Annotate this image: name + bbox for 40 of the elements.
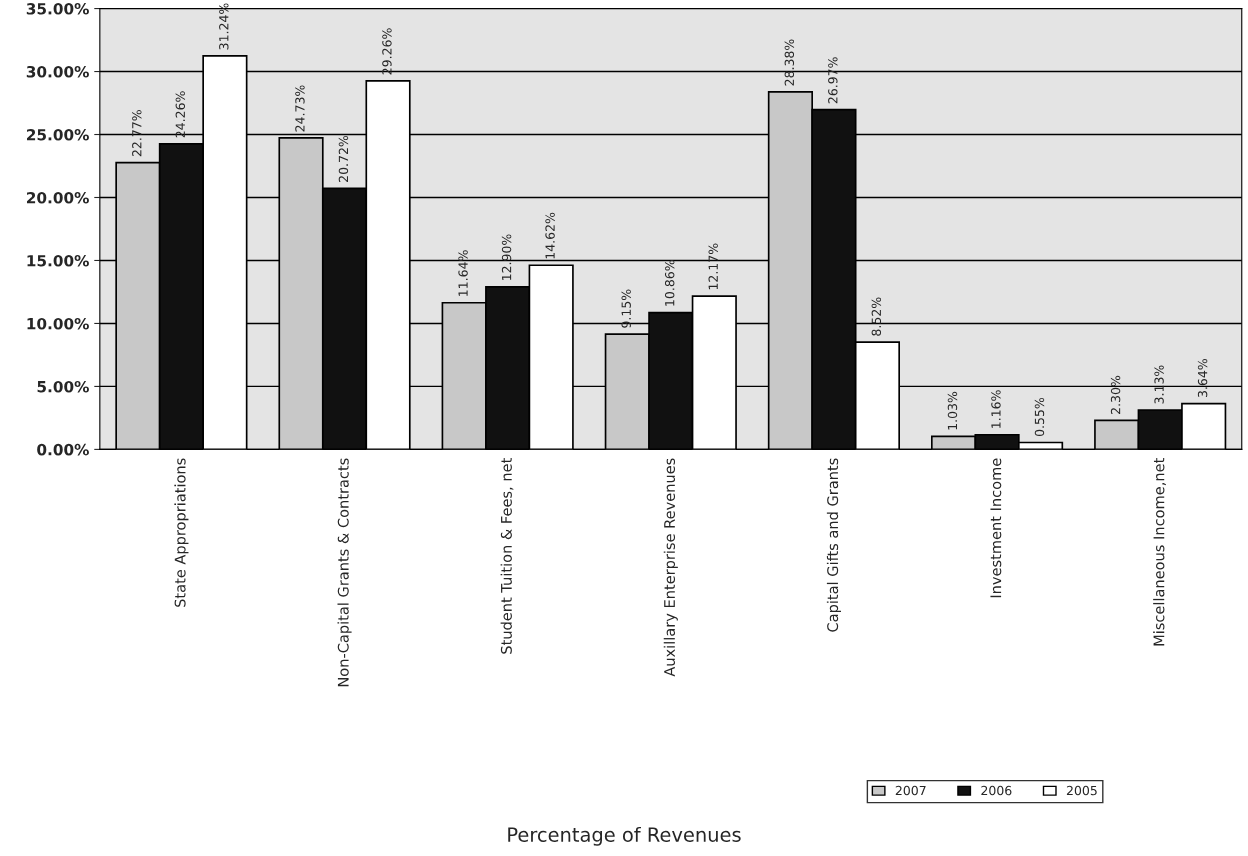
- y-tick-label: 15.00%: [27, 254, 89, 267]
- data-label: 22.77%: [132, 110, 142, 157]
- x-tick-label: Miscellaneous Income,net: [1153, 458, 1166, 646]
- x-tick-label: Investment Income: [990, 458, 1002, 598]
- data-label: 26.97%: [828, 57, 838, 104]
- data-label: 12.90%: [501, 234, 512, 280]
- data-label: 3.64%: [1197, 358, 1208, 398]
- data-label: 12.17%: [708, 243, 718, 290]
- text: Percentage of Revenues: [508, 826, 741, 846]
- y-tick-label: 30.00%: [26, 66, 89, 78]
- data-label: 1.03%: [947, 391, 958, 430]
- data-label: 14.62%: [545, 212, 555, 259]
- data-label: 20.72%: [338, 135, 349, 182]
- data-label: 8.52%: [871, 297, 882, 336]
- data-label: 31.24%: [219, 3, 229, 50]
- y-tick-label: 0.00%: [37, 443, 89, 456]
- x-tick-label: Student Tuition & Fees, net: [500, 458, 514, 654]
- data-label: 9.15%: [621, 289, 631, 328]
- data-label: 10.86%: [664, 260, 675, 306]
- y-tick-label: 35.00%: [26, 3, 89, 15]
- data-label: 3.13%: [1154, 365, 1164, 404]
- data-label: 2.30%: [1110, 375, 1121, 414]
- y-tick-label: 20.00%: [27, 191, 89, 204]
- x-tick-label: State Appropriations: [174, 458, 189, 607]
- data-label: 0.55%: [1034, 397, 1045, 437]
- data-label: 29.26%: [382, 28, 392, 75]
- data-label: 1.16%: [991, 390, 1001, 428]
- x-tick-label: Auxillary Enterprise Revenues: [663, 458, 678, 677]
- y-tick-label: 5.00%: [37, 380, 89, 393]
- data-label: 28.38%: [784, 39, 795, 86]
- y-tick-label: 25.00%: [27, 128, 89, 141]
- x-tick-label: Capital Gifts and Grants: [826, 458, 841, 632]
- data-label: 24.26%: [175, 91, 186, 138]
- y-tick-label: 10.00%: [27, 317, 89, 330]
- data-label: 11.64%: [458, 250, 468, 296]
- data-label: 24.73%: [295, 85, 305, 132]
- legend-label: 2007: [895, 785, 926, 796]
- legend-label: 2006: [981, 785, 1012, 796]
- legend-label: 2005: [1066, 785, 1097, 796]
- x-tick-label: Non-Capital Grants & Contracts: [337, 458, 352, 687]
